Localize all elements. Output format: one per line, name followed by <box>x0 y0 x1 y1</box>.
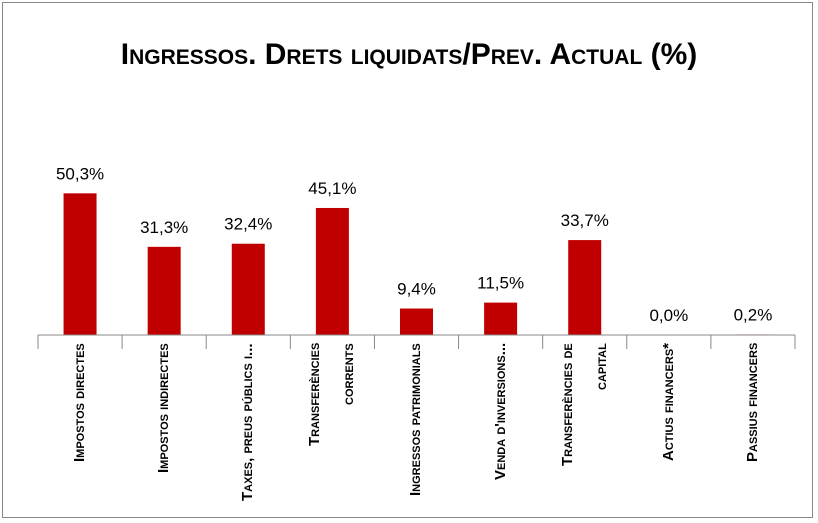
x-tick-label: Venda d'inversions... <box>491 343 509 481</box>
value-label: 0,2% <box>734 305 773 324</box>
x-tick-label-box: Transferències corrents <box>290 343 374 507</box>
x-tick-label-box: Impostos indirectes <box>122 343 206 507</box>
x-tick-label-box: Transferències de capital <box>543 343 627 507</box>
x-tick-label: Actius financers* <box>659 343 677 462</box>
x-tick-label-box: Ingressos patrimonials <box>374 343 458 507</box>
bar <box>63 193 97 335</box>
chart-frame <box>2 2 813 518</box>
bar <box>400 308 433 335</box>
bar <box>568 240 602 335</box>
bar <box>315 207 349 335</box>
x-tick-label: Impostos directes <box>71 343 89 462</box>
x-tick-label: Ingressos patrimonials <box>407 343 425 496</box>
x-tick-label: Impostos indirectes <box>155 343 173 473</box>
bar <box>231 243 265 335</box>
value-label: 45,1% <box>308 179 356 198</box>
chart-title: Ingressos. Drets liquidats/Prev. Actual … <box>120 38 698 71</box>
value-label: 11,5% <box>477 274 524 293</box>
x-tick-label-box: Venda d'inversions... <box>459 343 543 507</box>
x-tick-label-box: Taxes, preus públics i... <box>206 343 290 507</box>
x-tick-label: Transferències corrents <box>306 343 358 447</box>
x-tick-label: Taxes, preus públics i... <box>239 343 257 501</box>
bar <box>147 246 181 335</box>
value-label: 9,4% <box>397 280 436 299</box>
bar <box>484 302 518 335</box>
x-tick-label: Transferències de capital <box>558 343 610 466</box>
x-tick-label-box: Passius financers <box>711 343 795 507</box>
value-label: 50,3% <box>56 164 104 183</box>
value-label: 32,4% <box>224 215 272 234</box>
x-tick-label: Passius financers <box>743 343 761 463</box>
x-tick-label-box: Actius financers* <box>627 343 711 507</box>
value-label: 33,7% <box>561 211 609 230</box>
value-label: 31,3% <box>140 218 188 237</box>
x-tick-label-box: Impostos directes <box>38 343 122 507</box>
value-label: 0,0% <box>649 306 688 325</box>
